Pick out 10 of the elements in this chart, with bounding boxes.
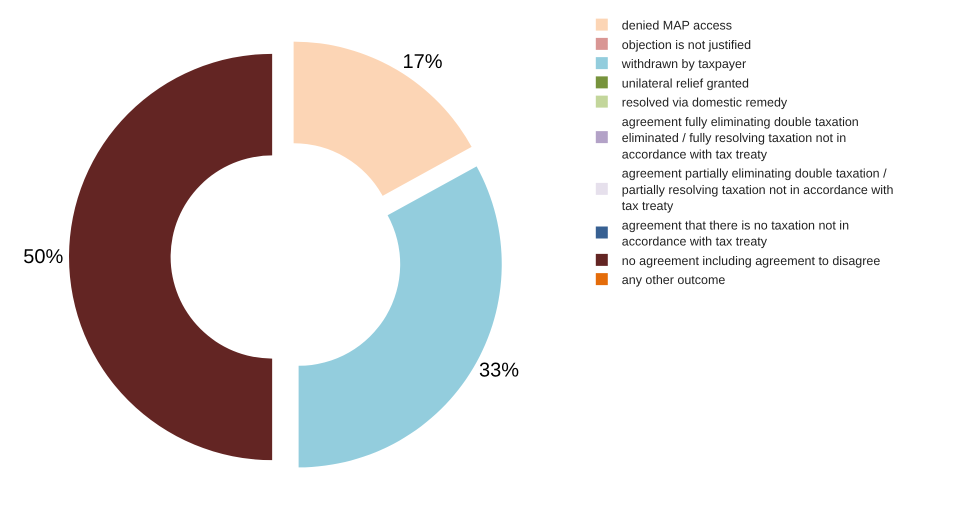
data-label: 33% xyxy=(478,359,520,382)
legend-label: withdrawn by taxpayer xyxy=(620,57,746,71)
legend-label: unilateral relief granted xyxy=(622,76,750,90)
legend-label: any other outcome xyxy=(622,273,726,287)
legend-label: resolved via domestic remedy xyxy=(622,96,788,110)
legend-label: no agreement including agreement to disagree xyxy=(622,254,880,268)
data-label: 50% xyxy=(23,246,64,268)
legend-label: denied MAP access xyxy=(622,18,732,32)
data-label: 17% xyxy=(402,50,443,73)
legend-label: objection is not justified xyxy=(622,38,752,52)
